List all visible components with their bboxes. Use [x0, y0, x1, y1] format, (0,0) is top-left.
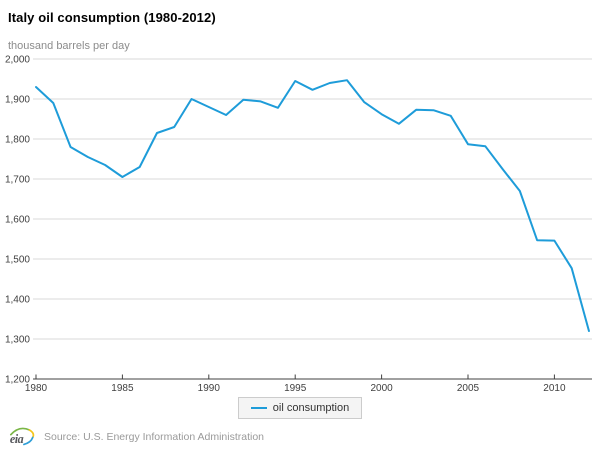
y-axis-tick-label: 1,400 [5, 295, 30, 306]
x-axis-tick-label: 2005 [457, 383, 480, 394]
y-axis-tick-label: 1,900 [5, 95, 30, 106]
legend-line-swatch [250, 407, 267, 409]
chart-canvas: 2,000 1,900 1,800 1,700 1,600 1,500 1,400 1,300… [5, 55, 592, 394]
x-axis-tick-label: 1985 [111, 383, 134, 394]
y-axis-tick-label: 1,200 [5, 375, 30, 386]
oil-consumption-line [35, 79, 590, 332]
x-axis-tick-label: 1995 [284, 383, 307, 394]
y-axis-tick-label: 1,800 [5, 135, 30, 146]
y-axis-tick-label: 1,700 [5, 175, 30, 186]
source-attribution: Source: U.S. Energy Information Administ… [44, 431, 265, 443]
legend-label: oil consumption [272, 402, 350, 414]
y-axis-tick-label: 1,500 [5, 255, 30, 266]
x-axis-tick-label: 1990 [198, 383, 221, 394]
chart-title: Italy oil consumption (1980-2012) [8, 10, 216, 25]
legend[interactable]: oil consumption [237, 397, 363, 419]
y-axis-unit-label: thousand barrels per day [8, 40, 130, 52]
y-axis-tick-label: 1,300 [5, 335, 30, 346]
y-axis-tick-label: 2,000 [5, 55, 30, 66]
eia-logo-text: eia [10, 432, 24, 446]
x-axis-tick-label: 2010 [543, 383, 566, 394]
y-axis-tick-label: 1,600 [5, 215, 30, 226]
x-axis-tick-label: 2000 [370, 383, 393, 394]
footer: eia Source: U.S. Energy Information Admi… [8, 426, 264, 448]
eia-logo: eia [10, 427, 35, 446]
x-axis-tick-label: 1980 [25, 383, 48, 394]
